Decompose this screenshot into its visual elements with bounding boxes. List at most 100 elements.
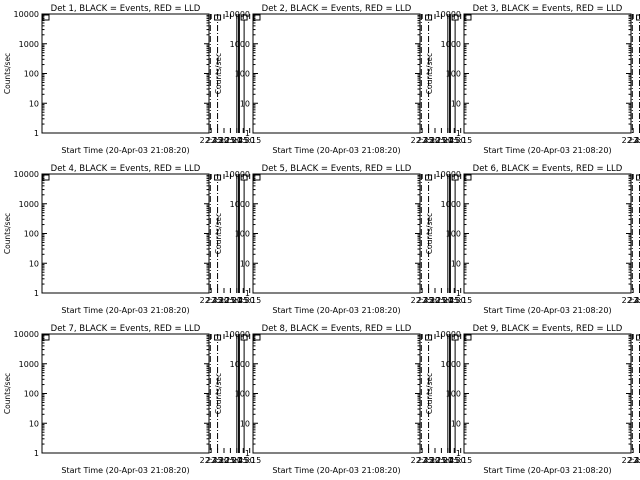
y-tick-label: 10000 xyxy=(14,330,39,339)
marker-square xyxy=(253,174,261,181)
x-tick-label: 22:15 xyxy=(423,456,446,465)
x-tick-label: 22:45 xyxy=(200,296,223,305)
detector-panel-7: Det 7, BLACK = Events, RED = LLD 1 10 100 10… xyxy=(3,324,261,475)
y-tick-label: 10 xyxy=(29,99,39,108)
x-tick-label: 21:45 xyxy=(225,296,248,305)
marker-square xyxy=(464,14,472,21)
x-axis-label: Start Time (20-Apr-03 21:08:20) xyxy=(272,466,400,475)
y-axis-label: Counts/sec xyxy=(3,53,12,94)
x-tick-label: 21:45 xyxy=(436,456,459,465)
x-axis-label: Start Time (20-Apr-03 21:08:20) xyxy=(272,306,400,315)
y-axis-label: Counts/sec xyxy=(3,373,12,414)
y-tick-label: 100 xyxy=(24,70,39,79)
detector-panel-8: Det 8, BLACK = Events, RED = LLD 1 10 100 10… xyxy=(214,324,472,475)
y-axis-label: Counts/sec xyxy=(214,213,223,254)
y-tick-label: 10000 xyxy=(225,10,250,19)
x-tick-label: 22:30 xyxy=(206,456,229,465)
y-tick-label: 100 xyxy=(446,390,461,399)
y-tick-label: 10 xyxy=(240,259,250,268)
x-tick-label: 22:15 xyxy=(212,136,235,145)
x-tick-label: 22:45 xyxy=(622,456,640,465)
x-tick-label: 22:30 xyxy=(628,456,640,465)
y-tick-label: 1000 xyxy=(230,200,250,209)
panel-title: Det 4, BLACK = Events, RED = LLD xyxy=(51,164,201,174)
y-tick-label: 10000 xyxy=(14,170,39,179)
x-tick-label: 22:45 xyxy=(411,296,434,305)
y-axis-label: Counts/sec xyxy=(425,373,434,414)
y-tick-label: 1000 xyxy=(230,360,250,369)
x-tick-label: 22:30 xyxy=(417,456,440,465)
x-tick-label: 22:15 xyxy=(212,296,235,305)
y-tick-label: 1000 xyxy=(441,40,461,49)
y-tick-label: 100 xyxy=(24,230,39,239)
x-axis-label: Start Time (20-Apr-03 21:08:20) xyxy=(61,146,189,155)
x-axis-label: Start Time (20-Apr-03 21:08:20) xyxy=(61,306,189,315)
y-tick-label: 1000 xyxy=(19,200,39,209)
x-tick-label: 22:30 xyxy=(417,136,440,145)
x-tick-label: 21:15 xyxy=(449,136,472,145)
y-tick-label: 10 xyxy=(451,99,461,108)
y-axis-label: Counts/sec xyxy=(425,213,434,254)
y-tick-label: 10000 xyxy=(14,10,39,19)
x-tick-label: 22:30 xyxy=(628,296,640,305)
x-axis-label: Start Time (20-Apr-03 21:08:20) xyxy=(483,306,611,315)
y-axis-label: Counts/sec xyxy=(214,373,223,414)
detector-panel-3: Det 3, BLACK = Events, RED = LLD 1 10 100 10… xyxy=(425,4,640,155)
panel-title: Det 3, BLACK = Events, RED = LLD xyxy=(473,4,623,14)
y-tick-label: 100 xyxy=(446,230,461,239)
x-tick-label: 22:15 xyxy=(634,456,640,465)
panel-title: Det 8, BLACK = Events, RED = LLD xyxy=(262,324,412,334)
x-tick-label: 22:00 xyxy=(430,296,453,305)
x-tick-label: 22:15 xyxy=(634,136,640,145)
x-tick-label: 22:45 xyxy=(200,456,223,465)
y-tick-label: 1 xyxy=(245,289,250,298)
x-tick-label: 22:45 xyxy=(200,136,223,145)
x-tick-label: 22:15 xyxy=(634,296,640,305)
y-tick-label: 100 xyxy=(235,70,250,79)
x-axis-label: Start Time (20-Apr-03 21:08:20) xyxy=(272,146,400,155)
x-tick-label: 21:45 xyxy=(436,136,459,145)
y-tick-label: 1000 xyxy=(230,40,250,49)
y-tick-label: 10000 xyxy=(225,170,250,179)
y-tick-label: 10000 xyxy=(225,330,250,339)
x-tick-label: 22:15 xyxy=(423,136,446,145)
x-tick-label: 21:45 xyxy=(436,296,459,305)
panel-title: Det 2, BLACK = Events, RED = LLD xyxy=(262,4,412,14)
marker-square xyxy=(451,174,459,181)
marker-square xyxy=(464,174,472,181)
marker-square xyxy=(240,334,248,341)
detector-panel-4: Det 4, BLACK = Events, RED = LLD 1 10 100 10… xyxy=(3,164,261,315)
x-tick-label: 22:45 xyxy=(411,136,434,145)
x-tick-label: 21:15 xyxy=(449,296,472,305)
detector-panel-6: Det 6, BLACK = Events, RED = LLD 1 10 100 10… xyxy=(425,164,640,315)
x-tick-label: 22:45 xyxy=(622,136,640,145)
marker-square xyxy=(42,174,50,181)
x-tick-label: 22:00 xyxy=(219,136,242,145)
x-axis-label: Start Time (20-Apr-03 21:08:20) xyxy=(483,146,611,155)
panel-title: Det 7, BLACK = Events, RED = LLD xyxy=(51,324,201,334)
y-tick-label: 10 xyxy=(240,99,250,108)
marker-square xyxy=(464,334,472,341)
y-tick-label: 1 xyxy=(34,449,39,458)
x-tick-label: 21:15 xyxy=(238,456,261,465)
y-tick-label: 1 xyxy=(34,289,39,298)
x-tick-label: 21:30 xyxy=(443,456,466,465)
marker-square xyxy=(42,334,50,341)
y-axis-label: Counts/sec xyxy=(3,213,12,254)
panel-title: Det 6, BLACK = Events, RED = LLD xyxy=(473,164,623,174)
x-tick-label: 22:30 xyxy=(417,296,440,305)
x-tick-label: 22:30 xyxy=(628,136,640,145)
x-tick-label: 21:45 xyxy=(225,456,248,465)
x-tick-label: 21:30 xyxy=(443,136,466,145)
x-tick-label: 21:30 xyxy=(443,296,466,305)
marker-square xyxy=(240,14,248,21)
x-tick-label: 21:15 xyxy=(238,296,261,305)
y-tick-label: 1 xyxy=(34,129,39,138)
panel-title: Det 1, BLACK = Events, RED = LLD xyxy=(51,4,201,14)
x-tick-label: 21:15 xyxy=(449,456,472,465)
x-tick-label: 22:00 xyxy=(430,136,453,145)
y-tick-label: 10 xyxy=(451,419,461,428)
y-tick-label: 1000 xyxy=(19,360,39,369)
x-tick-label: 22:00 xyxy=(430,456,453,465)
